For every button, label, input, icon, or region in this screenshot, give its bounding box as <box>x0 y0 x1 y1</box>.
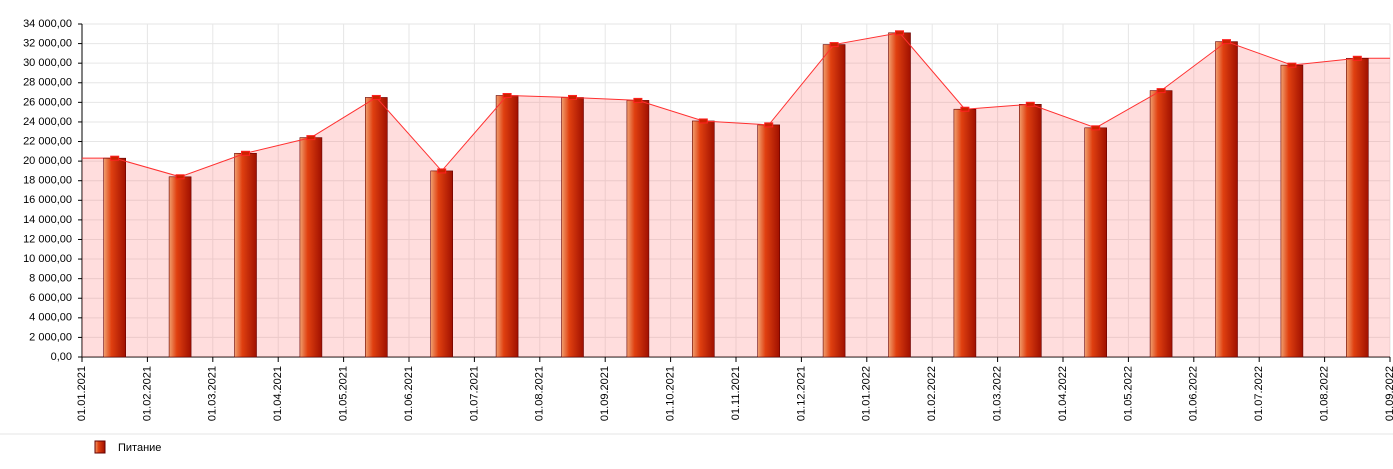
marker <box>568 94 577 100</box>
x-tick-label: 01.06.2022 <box>1188 366 1200 421</box>
legend-swatch <box>94 440 106 454</box>
marker <box>502 92 512 98</box>
x-tick-label: 01.03.2021 <box>207 366 219 421</box>
x-tick-label: 01.09.2022 <box>1384 366 1393 421</box>
y-tick-label: 8 000,00 <box>29 273 72 285</box>
y-tick-label: 22 000,00 <box>23 135 72 147</box>
bar <box>495 95 519 358</box>
y-tick-label: 12 000,00 <box>23 233 72 245</box>
marker <box>175 174 185 180</box>
y-tick-label: 0,00 <box>51 351 72 363</box>
bar <box>103 157 126 358</box>
line <box>114 32 1358 178</box>
bar <box>626 100 650 358</box>
bar <box>1149 90 1173 358</box>
bar <box>1018 104 1042 358</box>
y-tick-label: 28 000,00 <box>23 77 72 89</box>
bar <box>1280 64 1304 358</box>
bar <box>888 32 911 358</box>
marker <box>110 155 120 161</box>
x-tick-label: 01.11.2021 <box>730 366 742 420</box>
x-tick-label: 01.01.2022 <box>861 366 873 421</box>
marker <box>829 42 839 48</box>
y-tick-label: 14 000,00 <box>23 214 72 226</box>
bar <box>822 44 846 358</box>
y-tick-label: 20 000,00 <box>23 155 72 167</box>
bar <box>1215 41 1238 358</box>
x-tick-label: 01.08.2021 <box>534 366 546 421</box>
marker <box>1025 101 1035 107</box>
marker <box>960 106 970 112</box>
marker <box>698 118 708 124</box>
marker <box>371 94 381 100</box>
marker <box>306 135 316 141</box>
x-tick-label: 01.04.2022 <box>1057 366 1069 421</box>
marker <box>437 168 447 174</box>
bar <box>234 152 257 358</box>
y-tick-label: 4 000,00 <box>29 312 72 324</box>
bar <box>299 137 323 358</box>
bar <box>364 97 388 358</box>
y-tick-label: 24 000,00 <box>23 116 72 128</box>
y-tick-label: 16 000,00 <box>23 194 72 206</box>
y-tick-label: 18 000,00 <box>23 175 72 187</box>
x-tick-label: 01.09.2021 <box>599 366 611 421</box>
x-tick-label: 01.05.2022 <box>1122 366 1134 421</box>
marker <box>633 97 643 103</box>
marker <box>1091 125 1101 131</box>
y-tick-label: 30 000,00 <box>23 57 72 69</box>
y-tick-label: 32 000,00 <box>23 37 72 49</box>
bar <box>691 120 715 358</box>
bar <box>953 108 977 358</box>
x-tick-label: 01.12.2021 <box>795 366 807 421</box>
bar <box>1346 57 1369 358</box>
x-tick-label: 01.02.2022 <box>926 366 938 421</box>
bar <box>757 124 781 358</box>
x-tick-label: 01.10.2021 <box>665 366 677 421</box>
x-tick-label: 01.07.2021 <box>468 366 480 421</box>
bar <box>561 97 584 358</box>
marker <box>1352 55 1362 61</box>
x-tick-label: 01.02.2021 <box>141 366 153 421</box>
marker <box>895 30 904 36</box>
x-tick-label: 01.01.2021 <box>76 366 88 421</box>
y-tick-label: 10 000,00 <box>23 253 72 265</box>
y-tick-label: 6 000,00 <box>29 292 72 304</box>
y-tick-label: 2 000,00 <box>29 331 72 343</box>
marker <box>764 122 774 128</box>
x-tick-label: 01.06.2021 <box>403 366 415 421</box>
bar <box>430 170 454 358</box>
marker <box>241 150 250 156</box>
legend-label: Питание <box>118 442 161 454</box>
marker <box>1222 39 1231 45</box>
x-tick-label: 01.04.2021 <box>272 366 284 421</box>
y-tick-label: 34 000,00 <box>23 18 72 30</box>
x-tick-label: 01.05.2021 <box>338 366 350 421</box>
x-tick-label: 01.07.2022 <box>1253 366 1265 421</box>
x-tick-label: 01.08.2022 <box>1319 366 1331 421</box>
area <box>82 32 1390 358</box>
bar <box>168 176 192 358</box>
x-tick-label: 01.03.2022 <box>992 366 1004 421</box>
bar <box>1084 127 1107 358</box>
marker <box>1156 88 1166 94</box>
marker <box>1287 62 1297 68</box>
y-tick-label: 26 000,00 <box>23 96 72 108</box>
